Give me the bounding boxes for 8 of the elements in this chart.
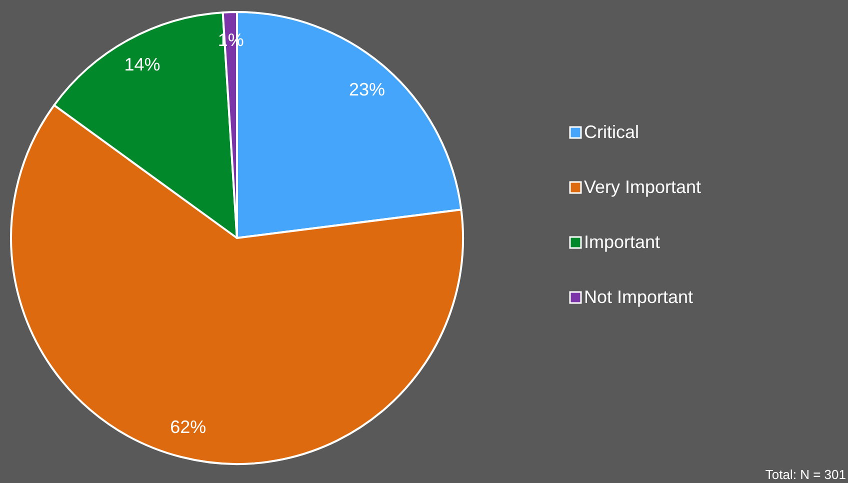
legend-label: Not Important	[584, 286, 694, 307]
data-label: 23%	[349, 79, 386, 100]
text: Total: N = 301	[765, 467, 846, 482]
legend-label: Critical	[584, 122, 640, 142]
legend-label: Important	[584, 232, 660, 252]
data-label: 14%	[124, 54, 160, 74]
data-label: 62%	[170, 417, 206, 438]
legend-label: Very Important	[584, 176, 702, 197]
